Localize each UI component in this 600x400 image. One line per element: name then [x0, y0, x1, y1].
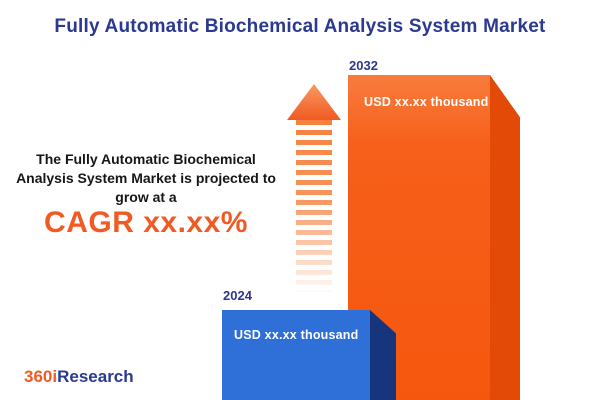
- cagr-value: CAGR xx.xx%: [44, 206, 248, 239]
- bar-2032-side-face: [490, 75, 520, 400]
- year-label-2024: 2024: [223, 288, 252, 303]
- bar-2024: USD xx.xx thousand: [222, 310, 370, 400]
- logo-research: Research: [57, 367, 134, 386]
- page-title: Fully Automatic Biochemical Analysis Sys…: [54, 16, 546, 37]
- growth-arrow-icon: [287, 84, 341, 120]
- growth-arrow-stripes: [296, 120, 332, 292]
- bar-2024-value-label: USD xx.xx thousand: [234, 328, 359, 342]
- logo: 360iResearch: [24, 367, 134, 387]
- description-text: The Fully Automatic Biochemical Analysis…: [16, 151, 276, 205]
- year-label-2032: 2032: [349, 58, 378, 73]
- bar-2032-value-label: USD xx.xx thousand: [364, 95, 489, 109]
- logo-360i: 360i: [24, 367, 58, 386]
